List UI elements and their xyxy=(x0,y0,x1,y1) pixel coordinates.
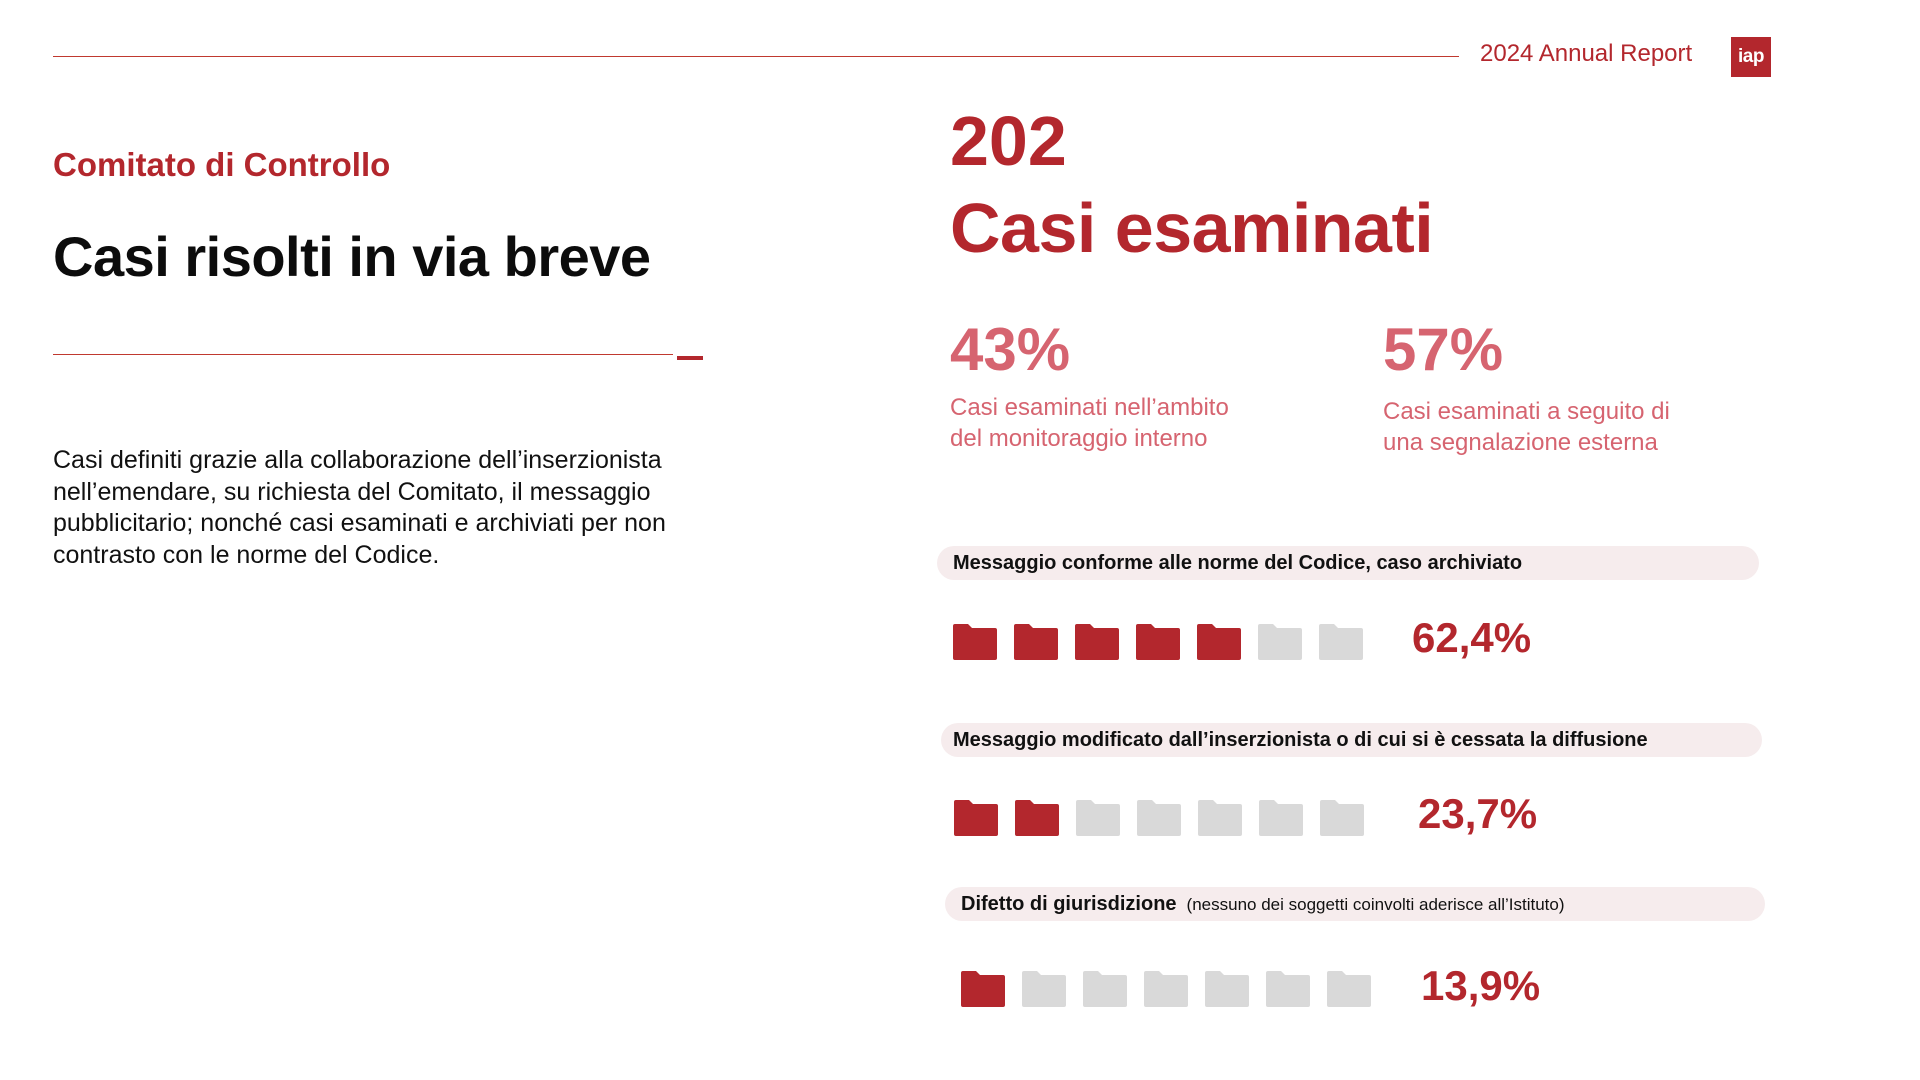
category-icons xyxy=(953,622,1363,660)
folder-icon xyxy=(1327,971,1371,1007)
folder-icon xyxy=(961,971,1005,1007)
header-divider xyxy=(53,56,1459,57)
category-label: Difetto di giurisdizione (nessuno dei sog… xyxy=(961,893,1565,915)
category-label: Messaggio modificato dall’inserzionista … xyxy=(953,729,1648,751)
stat-internal-description: Casi esaminati nell’ambito del monitorag… xyxy=(950,394,1229,452)
stat-external-description: Casi esaminati a seguito di una segnalaz… xyxy=(1383,398,1670,456)
folder-icon xyxy=(1075,624,1119,660)
category-pill: Difetto di giurisdizione (nessuno dei sog… xyxy=(945,887,1765,921)
folder-icon xyxy=(953,624,997,660)
folder-icon xyxy=(954,800,998,836)
title-divider-accent xyxy=(677,356,703,360)
folder-icon xyxy=(1198,800,1242,836)
stat-external: 57% Casi esaminati a seguito di una segn… xyxy=(1383,318,1683,458)
stat-internal-percent: 43% xyxy=(950,316,1071,383)
folder-icon xyxy=(1266,971,1310,1007)
folder-icon xyxy=(1076,800,1120,836)
folder-icon xyxy=(1083,971,1127,1007)
category-pill: Messaggio modificato dall’inserzionista … xyxy=(941,723,1762,757)
folder-icon xyxy=(1197,624,1241,660)
category-label: Messaggio conforme alle norme del Codice… xyxy=(953,552,1523,574)
category-percent: 13,9% xyxy=(1421,962,1541,1009)
category-percent: 62,4% xyxy=(1412,614,1532,661)
iap-logo: iap xyxy=(1731,37,1771,77)
folder-icon xyxy=(1022,971,1066,1007)
report-title: 2024 Annual Report xyxy=(1480,40,1693,67)
section-label: Comitato di Controllo xyxy=(53,146,391,183)
stat-external-percent: 57% xyxy=(1383,316,1504,383)
category-pill: Messaggio conforme alle norme del Codice… xyxy=(937,546,1759,580)
category-percent: 23,7% xyxy=(1418,790,1538,837)
folder-icon xyxy=(1259,800,1303,836)
folder-icon xyxy=(1136,624,1180,660)
folder-icon xyxy=(1015,800,1059,836)
category-icons xyxy=(954,798,1364,836)
folder-icon xyxy=(1137,800,1181,836)
folder-icon xyxy=(1205,971,1249,1007)
category-note: (nessuno dei soggetti coinvolti aderisce… xyxy=(1186,895,1565,914)
title-divider xyxy=(53,354,673,355)
folder-icon xyxy=(1258,624,1302,660)
section-description: Casi definiti grazie alla collaborazione… xyxy=(53,446,666,569)
folder-icon xyxy=(1320,800,1364,836)
stat-internal: 43% Casi esaminati nell’ambito del monit… xyxy=(950,318,1250,454)
folder-icon xyxy=(1014,624,1058,660)
folder-icon xyxy=(1144,971,1188,1007)
category-icons xyxy=(961,969,1371,1007)
folder-icon xyxy=(1319,624,1363,660)
total-cases-number: 202 xyxy=(950,102,1067,180)
page-title: Casi risolti in via breve xyxy=(53,225,651,288)
total-cases-label: Casi esaminati xyxy=(950,189,1434,267)
